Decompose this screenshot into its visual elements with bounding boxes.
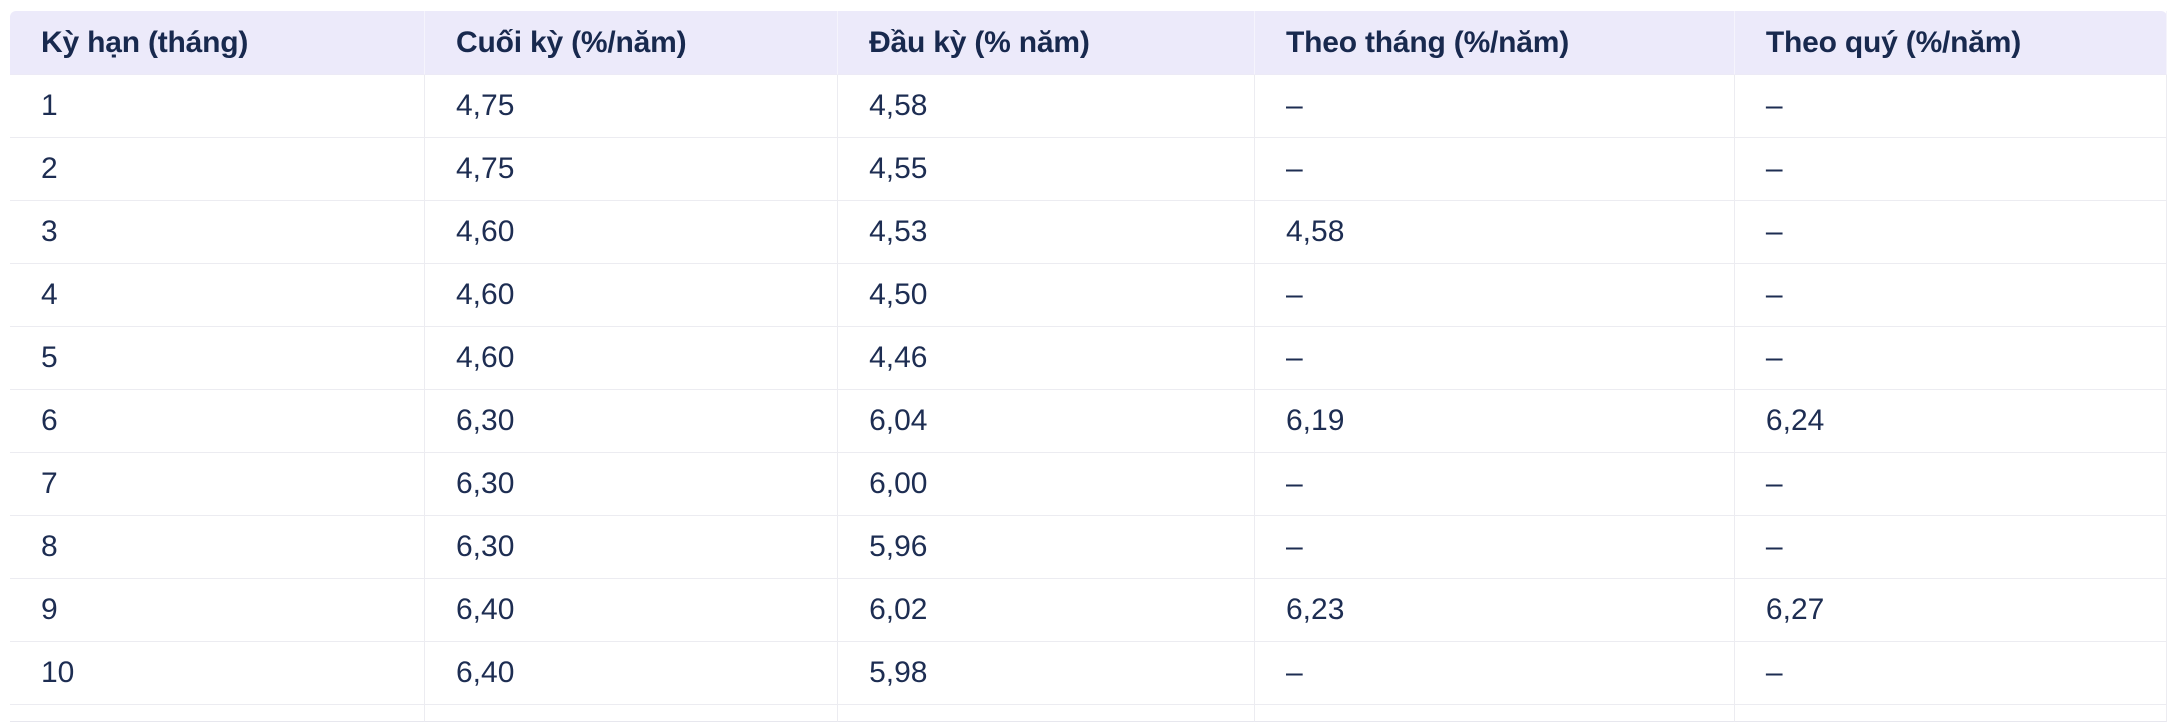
table-cell-upfront: 4,55 bbox=[838, 138, 1255, 201]
column-header-end-of-term: Cuối kỳ (%/năm) bbox=[425, 11, 839, 75]
table-cell-end: 6,30 bbox=[425, 453, 839, 516]
table-cell-term: 3 bbox=[10, 201, 425, 264]
table-cell-quarterly: 6,24 bbox=[1734, 390, 2167, 453]
table-cell-end: 6,40 bbox=[425, 579, 839, 642]
table-row: 4 4,60 4,50 – – bbox=[10, 264, 2167, 327]
table-cell-quarterly: 6,27 bbox=[1734, 579, 2167, 642]
table-cell-quarterly: – bbox=[1734, 201, 2167, 264]
table-cell-monthly: – bbox=[1255, 264, 1735, 327]
table-cell-monthly: – bbox=[1255, 642, 1735, 705]
table-cell-monthly: 6,23 bbox=[1255, 579, 1735, 642]
table-cell-term: 6 bbox=[10, 390, 425, 453]
table-row: 1 4,75 4,58 – – bbox=[10, 75, 2167, 138]
table-cell-monthly: – bbox=[1255, 327, 1735, 390]
table-cell-monthly: 4,58 bbox=[1255, 201, 1735, 264]
table-cell-quarterly bbox=[1734, 705, 2167, 722]
table-cell-end: 4,75 bbox=[425, 138, 839, 201]
table-cell-upfront: 6,04 bbox=[838, 390, 1255, 453]
table-cell-monthly: – bbox=[1255, 516, 1735, 579]
table-row: 2 4,75 4,55 – – bbox=[10, 138, 2167, 201]
table-cell-quarterly: – bbox=[1734, 75, 2167, 138]
table-cell-end: 6,30 bbox=[425, 390, 839, 453]
table-cell-end: 4,60 bbox=[425, 264, 839, 327]
table-cell-end: 4,75 bbox=[425, 75, 839, 138]
table-cell-quarterly: – bbox=[1734, 642, 2167, 705]
table-cell-upfront: 4,53 bbox=[838, 201, 1255, 264]
table-cell-term: 5 bbox=[10, 327, 425, 390]
table-row-partial bbox=[10, 705, 2167, 722]
table-row: 8 6,30 5,96 – – bbox=[10, 516, 2167, 579]
table-cell-monthly: 6,19 bbox=[1255, 390, 1735, 453]
table-cell-term: 1 bbox=[10, 75, 425, 138]
table-cell-quarterly: – bbox=[1734, 138, 2167, 201]
table-cell-end bbox=[425, 705, 839, 722]
table-cell-upfront: 6,02 bbox=[838, 579, 1255, 642]
table-cell-end: 4,60 bbox=[425, 327, 839, 390]
table-header-row: Kỳ hạn (tháng) Cuối kỳ (%/năm) Đầu kỳ (%… bbox=[10, 11, 2167, 75]
table-cell-upfront: 4,46 bbox=[838, 327, 1255, 390]
table-cell-monthly: – bbox=[1255, 75, 1735, 138]
table-cell-quarterly: – bbox=[1734, 516, 2167, 579]
table-cell-term: 10 bbox=[10, 642, 425, 705]
table-row: 6 6,30 6,04 6,19 6,24 bbox=[10, 390, 2167, 453]
table-cell-term: 9 bbox=[10, 579, 425, 642]
table-cell-upfront: 5,96 bbox=[838, 516, 1255, 579]
column-header-upfront: Đầu kỳ (% năm) bbox=[838, 11, 1255, 75]
table-row: 10 6,40 5,98 – – bbox=[10, 642, 2167, 705]
table-cell-quarterly: – bbox=[1734, 453, 2167, 516]
table-cell-upfront: 4,50 bbox=[838, 264, 1255, 327]
table-cell-quarterly: – bbox=[1734, 327, 2167, 390]
table-cell-term: 2 bbox=[10, 138, 425, 201]
table-cell-monthly bbox=[1255, 705, 1735, 722]
table-cell-term: 8 bbox=[10, 516, 425, 579]
table-cell-quarterly: – bbox=[1734, 264, 2167, 327]
column-header-quarterly: Theo quý (%/năm) bbox=[1734, 11, 2167, 75]
table-cell-end: 4,60 bbox=[425, 201, 839, 264]
table-cell-end: 6,30 bbox=[425, 516, 839, 579]
interest-rates-table: Kỳ hạn (tháng) Cuối kỳ (%/năm) Đầu kỳ (%… bbox=[10, 11, 2167, 722]
table-cell-end: 6,40 bbox=[425, 642, 839, 705]
table-row: 7 6,30 6,00 – – bbox=[10, 453, 2167, 516]
table-cell-upfront bbox=[838, 705, 1255, 722]
table-row: 9 6,40 6,02 6,23 6,27 bbox=[10, 579, 2167, 642]
table-cell-monthly: – bbox=[1255, 453, 1735, 516]
table-cell-upfront: 5,98 bbox=[838, 642, 1255, 705]
table-row: 5 4,60 4,46 – – bbox=[10, 327, 2167, 390]
table-cell-upfront: 4,58 bbox=[838, 75, 1255, 138]
column-header-term: Kỳ hạn (tháng) bbox=[10, 11, 425, 75]
table-cell-term: 7 bbox=[10, 453, 425, 516]
table-cell-term: 4 bbox=[10, 264, 425, 327]
column-header-monthly: Theo tháng (%/năm) bbox=[1255, 11, 1735, 75]
table-cell-upfront: 6,00 bbox=[838, 453, 1255, 516]
table-cell-term bbox=[10, 705, 425, 722]
table-cell-monthly: – bbox=[1255, 138, 1735, 201]
table-row: 3 4,60 4,53 4,58 – bbox=[10, 201, 2167, 264]
